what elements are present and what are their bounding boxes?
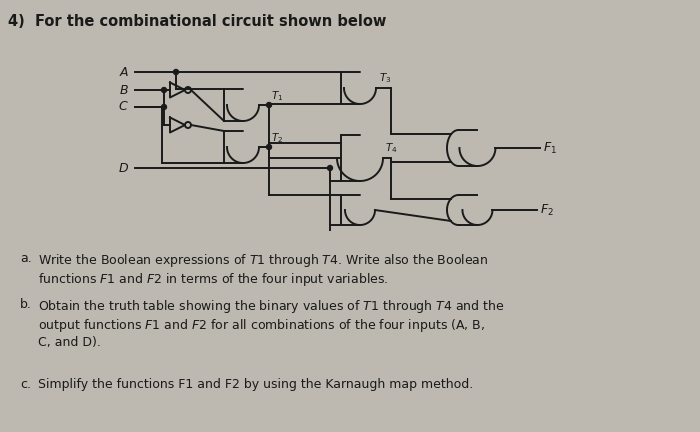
- Circle shape: [174, 70, 178, 74]
- Text: $F_1$: $F_1$: [543, 140, 557, 156]
- Text: $D$: $D$: [118, 162, 129, 175]
- Text: a.: a.: [20, 252, 32, 265]
- Text: 4)  For the combinational circuit shown below: 4) For the combinational circuit shown b…: [8, 14, 386, 29]
- Text: $T_2$: $T_2$: [271, 131, 284, 145]
- Text: $C$: $C$: [118, 101, 129, 114]
- Text: $B$: $B$: [119, 83, 129, 96]
- Text: $F_2$: $F_2$: [540, 203, 554, 218]
- Text: $T_1$: $T_1$: [271, 89, 284, 103]
- Text: $T_4$: $T_4$: [385, 141, 398, 155]
- Circle shape: [162, 88, 167, 92]
- Text: c.: c.: [20, 378, 31, 391]
- Circle shape: [267, 144, 272, 149]
- Circle shape: [162, 105, 167, 109]
- Text: Simplify the functions F1 and F2 by using the Karnaugh map method.: Simplify the functions F1 and F2 by usin…: [38, 378, 473, 391]
- Text: b.: b.: [20, 298, 32, 311]
- Text: $A$: $A$: [118, 66, 129, 79]
- Text: $T_3$: $T_3$: [379, 71, 391, 85]
- Circle shape: [328, 165, 332, 171]
- Text: Write the Boolean expressions of $T1$ through $T4$. Write also the Boolean
funct: Write the Boolean expressions of $T1$ th…: [38, 252, 489, 289]
- Circle shape: [267, 102, 272, 108]
- Text: Obtain the truth table showing the binary values of $T1$ through $T4$ and the
ou: Obtain the truth table showing the binar…: [38, 298, 505, 349]
